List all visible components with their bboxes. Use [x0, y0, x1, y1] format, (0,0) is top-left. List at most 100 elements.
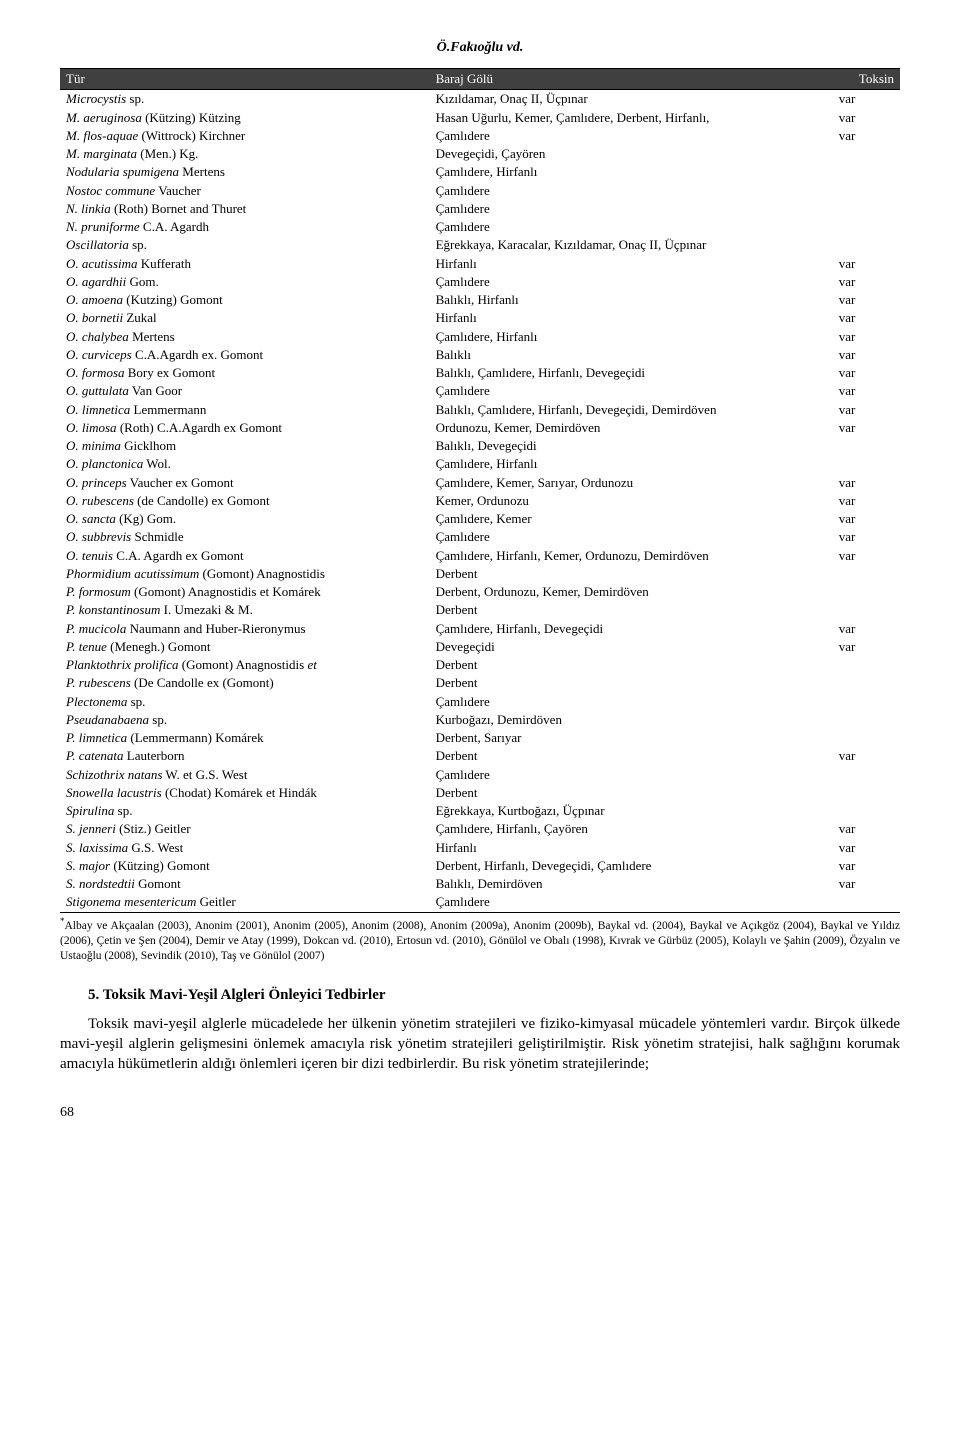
cell-toxin: [833, 784, 900, 802]
cell-location: Balıklı, Devegeçidi: [430, 437, 833, 455]
cell-toxin: [833, 656, 900, 674]
cell-toxin: [833, 236, 900, 254]
table-row: S. nordstedtii GomontBalıklı, Demirdöven…: [60, 875, 900, 893]
cell-species: O. guttulata Van Goor: [60, 382, 430, 400]
cell-location: Çamlıdere, Kemer, Sarıyar, Ordunozu: [430, 474, 833, 492]
cell-toxin: var: [833, 382, 900, 400]
cell-toxin: [833, 601, 900, 619]
table-row: Planktothrix prolifica (Gomont) Anagnost…: [60, 656, 900, 674]
cell-species: O. bornetii Zukal: [60, 309, 430, 327]
cell-toxin: var: [833, 492, 900, 510]
table-row: Snowella lacustris (Chodat) Komárek et H…: [60, 784, 900, 802]
table-row: O. amoena (Kutzing) GomontBalıklı, Hirfa…: [60, 291, 900, 309]
table-row: P. catenata LauterbornDerbentvar: [60, 747, 900, 765]
cell-species: M. aeruginosa (Kützing) Kützing: [60, 109, 430, 127]
cell-location: Çamlıdere: [430, 273, 833, 291]
cell-location: Çamlıdere: [430, 528, 833, 546]
cell-species: O. agardhii Gom.: [60, 273, 430, 291]
table-row: O. limnetica LemmermannBalıklı, Çamlıder…: [60, 401, 900, 419]
cell-location: Eğrekkaya, Karacalar, Kızıldamar, Onaç I…: [430, 236, 833, 254]
table-row: O. tenuis C.A. Agardh ex GomontÇamlıdere…: [60, 547, 900, 565]
table-row: P. rubescens (De Candolle ex (Gomont)Der…: [60, 674, 900, 692]
cell-species: P. formosum (Gomont) Anagnostidis et Kom…: [60, 583, 430, 601]
cell-location: Balıklı: [430, 346, 833, 364]
cell-toxin: [833, 455, 900, 473]
cell-species: Nostoc commune Vaucher: [60, 182, 430, 200]
cell-toxin: var: [833, 291, 900, 309]
table-header-row: Tür Baraj Gölü Toksin: [60, 69, 900, 90]
cell-location: Balıklı, Hirfanlı: [430, 291, 833, 309]
cell-location: Hasan Uğurlu, Kemer, Çamlıdere, Derbent,…: [430, 109, 833, 127]
cell-species: Plectonema sp.: [60, 693, 430, 711]
cell-species: Snowella lacustris (Chodat) Komárek et H…: [60, 784, 430, 802]
cell-location: Kemer, Ordunozu: [430, 492, 833, 510]
cell-toxin: [833, 674, 900, 692]
cell-location: Balıklı, Çamlıdere, Hirfanlı, Devegeçidi: [430, 364, 833, 382]
cell-toxin: [833, 200, 900, 218]
cell-location: Çamlıdere, Hirfanlı: [430, 455, 833, 473]
table-row: O. acutissima KufferathHirfanlıvar: [60, 255, 900, 273]
table-row: Nodularia spumigena MertensÇamlıdere, Hi…: [60, 163, 900, 181]
cell-toxin: var: [833, 328, 900, 346]
table-row: Spirulina sp.Eğrekkaya, Kurtboğazı, Üçpı…: [60, 802, 900, 820]
body-paragraph: Toksik mavi-yeşil alglerle mücadelede he…: [60, 1014, 900, 1075]
cell-location: Balıklı, Çamlıdere, Hirfanlı, Devegeçidi…: [430, 401, 833, 419]
cell-species: Oscillatoria sp.: [60, 236, 430, 254]
table-row: O. planctonica Wol.Çamlıdere, Hirfanlı: [60, 455, 900, 473]
cell-toxin: [833, 802, 900, 820]
cell-species: O. rubescens (de Candolle) ex Gomont: [60, 492, 430, 510]
table-row: O. princeps Vaucher ex GomontÇamlıdere, …: [60, 474, 900, 492]
cell-species: S. jenneri (Stiz.) Geitler: [60, 820, 430, 838]
species-table: Tür Baraj Gölü Toksin Microcystis sp.Kız…: [60, 68, 900, 913]
cell-species: P. tenue (Menegh.) Gomont: [60, 638, 430, 656]
cell-toxin: var: [833, 875, 900, 893]
cell-toxin: var: [833, 401, 900, 419]
table-row: Nostoc commune VaucherÇamlıdere: [60, 182, 900, 200]
cell-location: Çamlıdere, Hirfanlı, Devegeçidi: [430, 620, 833, 638]
cell-species: O. princeps Vaucher ex Gomont: [60, 474, 430, 492]
cell-species: N. linkia (Roth) Bornet and Thuret: [60, 200, 430, 218]
table-row: O. agardhii Gom.Çamlıderevar: [60, 273, 900, 291]
cell-location: Çamlıdere, Kemer: [430, 510, 833, 528]
cell-toxin: [833, 693, 900, 711]
cell-toxin: [833, 163, 900, 181]
cell-location: Derbent: [430, 565, 833, 583]
cell-toxin: var: [833, 638, 900, 656]
cell-toxin: var: [833, 839, 900, 857]
table-footnote: *Albay ve Akçaalan (2003), Anonim (2001)…: [60, 915, 900, 965]
cell-toxin: var: [833, 474, 900, 492]
cell-species: O. curviceps C.A.Agardh ex. Gomont: [60, 346, 430, 364]
cell-toxin: var: [833, 620, 900, 638]
cell-location: Devegeçidi, Çayören: [430, 145, 833, 163]
cell-toxin: [833, 145, 900, 163]
cell-species: Schizothrix natans W. et G.S. West: [60, 766, 430, 784]
cell-location: Derbent: [430, 747, 833, 765]
cell-location: Çamlıdere, Hirfanlı: [430, 163, 833, 181]
cell-toxin: var: [833, 364, 900, 382]
cell-species: S. major (Kützing) Gomont: [60, 857, 430, 875]
cell-species: Planktothrix prolifica (Gomont) Anagnost…: [60, 656, 430, 674]
table-row: Schizothrix natans W. et G.S. WestÇamlıd…: [60, 766, 900, 784]
table-row: S. jenneri (Stiz.) GeitlerÇamlıdere, Hir…: [60, 820, 900, 838]
cell-location: Derbent: [430, 601, 833, 619]
cell-toxin: var: [833, 528, 900, 546]
table-row: P. formosum (Gomont) Anagnostidis et Kom…: [60, 583, 900, 601]
cell-toxin: var: [833, 127, 900, 145]
cell-location: Çamlıdere, Hirfanlı, Kemer, Ordunozu, De…: [430, 547, 833, 565]
cell-species: S. nordstedtii Gomont: [60, 875, 430, 893]
cell-species: Stigonema mesentericum Geitler: [60, 893, 430, 912]
cell-toxin: [833, 437, 900, 455]
cell-species: O. planctonica Wol.: [60, 455, 430, 473]
cell-location: Derbent, Sarıyar: [430, 729, 833, 747]
cell-toxin: [833, 711, 900, 729]
cell-species: P. catenata Lauterborn: [60, 747, 430, 765]
table-row: Plectonema sp.Çamlıdere: [60, 693, 900, 711]
table-row: O. minima GicklhomBalıklı, Devegeçidi: [60, 437, 900, 455]
table-row: O. limosa (Roth) C.A.Agardh ex GomontOrd…: [60, 419, 900, 437]
cell-toxin: var: [833, 857, 900, 875]
cell-location: Çamlıdere: [430, 382, 833, 400]
cell-toxin: var: [833, 747, 900, 765]
cell-species: O. minima Gicklhom: [60, 437, 430, 455]
cell-toxin: [833, 565, 900, 583]
table-row: O. rubescens (de Candolle) ex GomontKeme…: [60, 492, 900, 510]
